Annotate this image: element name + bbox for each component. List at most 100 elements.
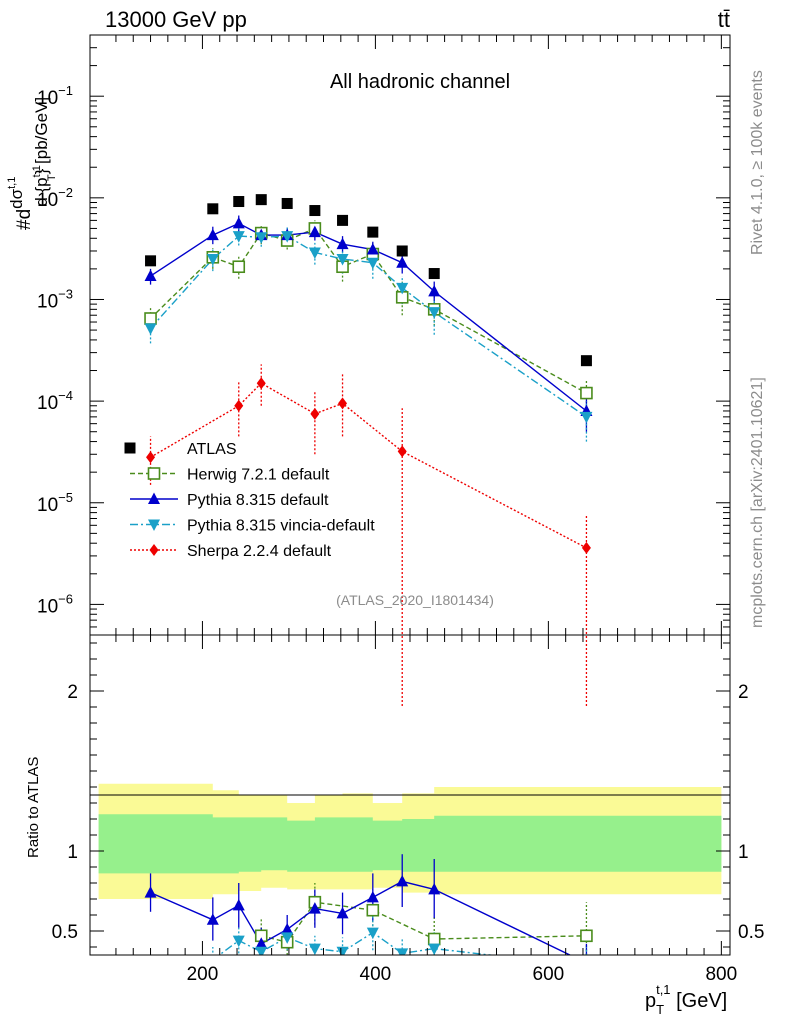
- ylabel-dp: d {p: [32, 177, 51, 206]
- ylabel-sup2: t,1: [31, 165, 43, 177]
- main-axis-ticks: [90, 34, 730, 636]
- main-markers: [144, 194, 593, 554]
- x-tick-label: 200: [187, 964, 219, 985]
- main-sherpa-2-2-4-default-point: [310, 407, 320, 420]
- main-atlas-point: [396, 245, 408, 257]
- main-error-bars: [149, 215, 588, 707]
- ratio-herwig-7-2-1-default-point: [427, 932, 441, 946]
- legend-atlas-marker: [124, 442, 136, 454]
- main-atlas-point: [233, 196, 245, 208]
- main-pythia-8-315-vincia-default-point: [428, 307, 441, 319]
- ratio-pythia-8-315-default-point: [255, 937, 268, 949]
- main-ytick-label: 10−6: [37, 591, 73, 617]
- main-pythia-8-315-vincia-default-point: [366, 257, 379, 270]
- main-pythia-8-315-default-point: [206, 228, 219, 241]
- ratio-band-green: [98, 814, 722, 874]
- ratio-herwig-7-2-1-default-line: [261, 901, 587, 943]
- main-pythia-8-315-default-point: [396, 256, 409, 268]
- rivet-label: Rivet 4.1.0, ≥ 100k events: [749, 70, 766, 255]
- ratio-pythia-8-315-default-point: [308, 902, 321, 914]
- main-pythia-8-315-vincia-default-point: [281, 231, 294, 243]
- legend-pythia-8-315-vincia-default-label: Pythia 8.315 vincia-default: [187, 518, 375, 535]
- svg-text:#ddσt,1d {pt,1T} [pb/GeV]: #ddσt,1 d {pt,1T} [pb/GeV]: [6, 97, 58, 230]
- legend-herwig-7-2-1-default-marker: [147, 467, 161, 480]
- main-ytick-exponent: −5: [58, 490, 73, 505]
- ratio-pythia-8-315-default-point: [336, 906, 349, 919]
- ratio-pythia-8-315-vincia-default-point: [336, 946, 349, 955]
- main-sherpa-2-2-4-default-point: [581, 541, 591, 554]
- main-atlas-point: [428, 268, 440, 280]
- x-tick-labels: 200 400 600 800: [187, 964, 738, 985]
- ratio-y-label: Ratio to ATLAS: [25, 757, 42, 858]
- ratio-markers: [144, 874, 593, 983]
- ratio-pythia-8-315-vincia-default-point: [232, 935, 245, 948]
- x-tick-label: 400: [360, 964, 392, 985]
- main-ytick-label: 10−4: [37, 388, 73, 414]
- main-pythia-8-315-vincia-default-point: [580, 411, 593, 424]
- main-pythia-8-315-vincia-default-point: [144, 323, 157, 335]
- main-atlas-point: [145, 255, 157, 267]
- main-pythia-8-315-vincia-default-point: [255, 232, 268, 244]
- ratio-uncertainty-bands: [98, 783, 722, 899]
- legend: ATLAS Herwig 7.2.1 default Pythia 8.315 de…: [124, 441, 375, 560]
- legend-pythia-8-315-vincia-default-marker: [148, 519, 160, 531]
- ratio-pythia-8-315-vincia-default-point: [255, 946, 268, 955]
- main-herwig-7-2-1-default-point: [580, 386, 593, 400]
- main-pythia-8-315-default-point: [428, 284, 441, 297]
- ratio-ytick-labels: 0.5 0.5 1 1 2 2: [52, 682, 765, 943]
- ratio-ytick-label-left: 2: [67, 682, 78, 703]
- ratio-ytick-label-left: 0.5: [52, 922, 78, 943]
- xlabel-unit: [GeV]: [671, 990, 728, 1012]
- xlabel-sub: T: [656, 1002, 664, 1017]
- main-ytick-label: 10−5: [37, 490, 73, 516]
- main-pythia-8-315-default-point: [232, 216, 245, 229]
- ratio-pythia-8-315-vincia-default-point: [580, 961, 592, 973]
- ratio-pythia-8-315-default-point: [206, 913, 219, 925]
- main-herwig-7-2-1-default-point: [232, 260, 246, 274]
- ylabel-sup: t,1: [6, 177, 18, 189]
- main-pythia-8-315-default-point: [366, 243, 379, 255]
- ratio-pythia-8-315-default-point: [396, 874, 409, 887]
- main-pythia-8-315-default-point: [308, 225, 321, 238]
- legend-pythia-8-315-default-marker: [148, 492, 160, 504]
- ratio-pythia-8-315-default-point: [580, 957, 592, 969]
- main-sherpa-2-2-4-default-point: [256, 377, 266, 390]
- main-ytick-exponent: −1: [58, 83, 73, 98]
- main-ytick-label: 10−3: [37, 286, 73, 312]
- legend-atlas-label: ATLAS: [187, 441, 237, 458]
- ratio-plot-panel: 0.5 0.5 1 1 2 2 200 400 600 800 Ratio to ATLAS p…: [25, 634, 765, 1017]
- legend-sherpa-2-2-4-default-label: Sherpa 2.2.4 default: [187, 543, 332, 560]
- main-sherpa-2-2-4-default-point: [234, 399, 244, 412]
- xlabel-p: p: [645, 990, 656, 1012]
- ratio-pythia-8-315-vincia-default-point: [281, 932, 294, 944]
- source-label: mcplots.cern.ch [arXiv:2401.10621]: [749, 377, 766, 628]
- main-pythia-8-315-default-point: [336, 237, 349, 250]
- main-ytick-exponent: −2: [58, 185, 73, 200]
- ratio-ytick-label-left: 1: [67, 842, 78, 863]
- main-pythia-8-315-vincia-default-point: [232, 231, 245, 243]
- main-sherpa-2-2-4-default-point: [397, 445, 407, 458]
- ratio-herwig-7-2-1-default-point: [580, 929, 593, 943]
- ratio-herwig-7-2-1-default-point: [366, 903, 380, 917]
- main-pythia-8-315-vincia-default-point: [396, 282, 409, 295]
- main-sherpa-2-2-4-default-point: [146, 451, 156, 464]
- main-ytick-exponent: −4: [58, 388, 73, 403]
- ratio-ytick-label-right: 0.5: [738, 922, 764, 943]
- x-axis-label: pTt,1 [GeV]: [645, 982, 727, 1017]
- x-tick-label: 600: [533, 964, 565, 985]
- main-ytick-exponent: −3: [58, 286, 73, 301]
- ratio-axis-ticks: [90, 635, 730, 955]
- main-atlas-point: [255, 194, 267, 206]
- ratio-pythia-8-315-default-point: [428, 882, 441, 895]
- ratio-pythia-8-315-vincia-default-point: [396, 948, 409, 955]
- ylabel-unit: } [pb/GeV]: [32, 97, 51, 175]
- energy-label: 13000 GeV pp: [105, 7, 247, 32]
- main-frame: [89, 34, 731, 636]
- ratio-pythia-8-315-vincia-default-point: [366, 927, 379, 940]
- ratio-pythia-8-315-vincia-default-point: [145, 971, 157, 983]
- ratio-pythia-8-315-vincia-default-point: [428, 943, 441, 955]
- process-label: tt̄: [718, 7, 730, 32]
- legend-pythia-8-315-default-label: Pythia 8.315 default: [187, 492, 329, 509]
- xlabel-sup: t,1: [656, 982, 670, 997]
